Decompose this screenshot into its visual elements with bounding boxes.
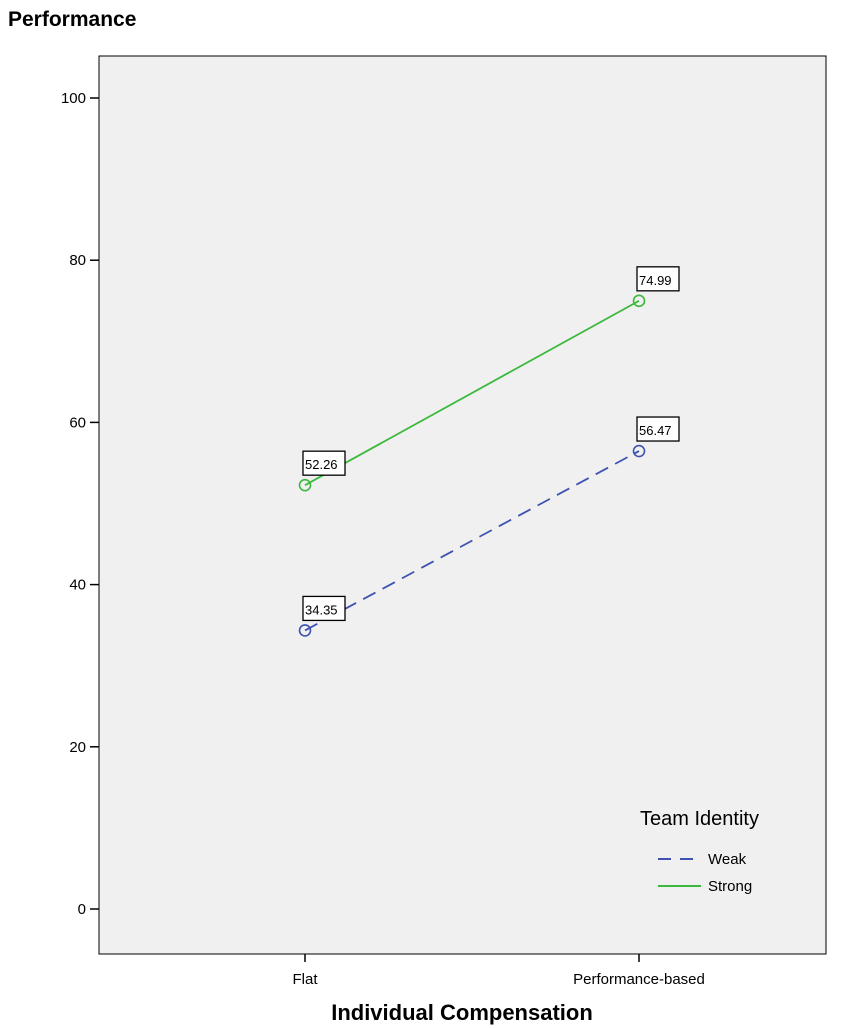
data-label: 34.35 — [302, 595, 346, 622]
legend: Team Identity Weak Strong — [640, 808, 759, 895]
x-axis-title: Individual Compensation — [331, 1000, 593, 1025]
legend-label: Strong — [708, 878, 752, 895]
y-tick-label: 20 — [69, 739, 86, 756]
data-point — [632, 294, 646, 308]
series-line — [304, 450, 640, 632]
series-line — [304, 300, 640, 486]
data-label: 52.26 — [302, 450, 346, 476]
y-axis: 0 20 40 60 80 100 — [61, 90, 99, 918]
y-tick-label: 60 — [69, 414, 86, 431]
data-point — [632, 444, 646, 458]
data-label-box — [636, 416, 680, 442]
data-label: 56.47 — [636, 416, 680, 442]
data-point — [298, 478, 312, 492]
series-weak: 34.35 56.47 — [298, 416, 680, 637]
y-tick-label: 0 — [78, 901, 86, 918]
legend-label: Weak — [708, 851, 747, 868]
data-label-text: 56.47 — [639, 423, 672, 438]
data-point — [298, 624, 312, 637]
x-tick-label: Flat — [292, 971, 318, 988]
legend-item-weak: Weak — [658, 851, 747, 868]
y-tick-label: 100 — [61, 90, 86, 107]
y-tick-label: 40 — [69, 577, 86, 594]
series-group: 34.35 56.47 52.26 74.99 — [298, 266, 680, 637]
y-axis-title: Performance — [8, 8, 136, 31]
data-label: 74.99 — [636, 266, 680, 292]
plot-area — [98, 55, 827, 955]
data-label-box — [302, 595, 346, 622]
x-tick-label: Performance-based — [573, 971, 705, 988]
data-label-text: 74.99 — [639, 273, 672, 288]
series-strong: 52.26 74.99 — [298, 266, 680, 492]
legend-item-strong: Strong — [658, 878, 752, 895]
legend-title: Team Identity — [640, 808, 759, 830]
data-label-box — [302, 450, 346, 476]
data-label-box — [636, 266, 680, 292]
x-axis: Flat Performance-based — [292, 954, 705, 988]
data-label-text: 52.26 — [305, 457, 338, 472]
y-tick-label: 80 — [69, 252, 86, 269]
data-label-text: 34.35 — [305, 602, 338, 617]
